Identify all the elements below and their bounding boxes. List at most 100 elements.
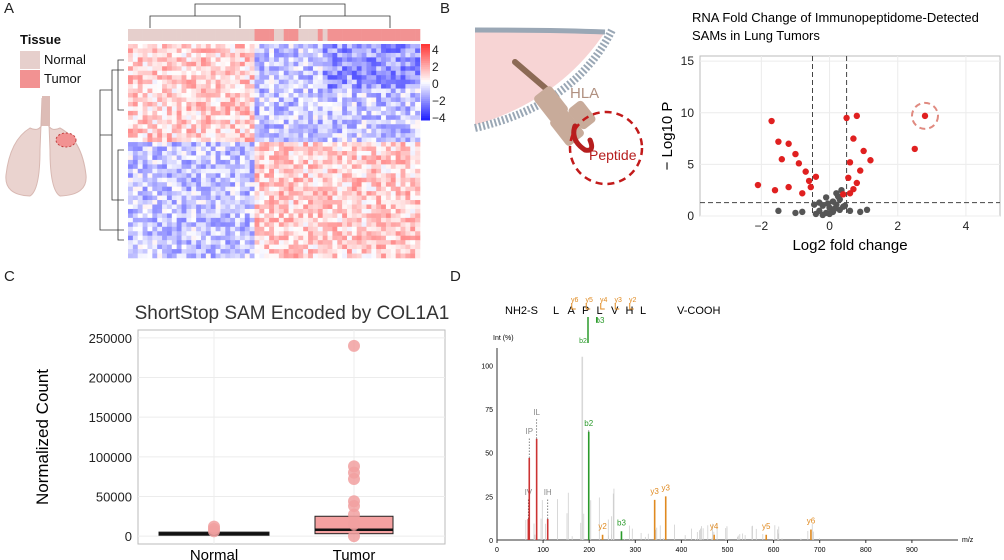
heatmap-cell — [196, 235, 202, 241]
heatmap-cell — [332, 249, 338, 254]
spec-xlabel: m/z — [962, 537, 974, 544]
heatmap-cell — [283, 61, 289, 67]
heatmap-cell — [303, 133, 309, 138]
heatmap-cell — [201, 151, 207, 156]
heatmap-cell — [191, 61, 197, 67]
heatmap-cell — [371, 208, 377, 214]
heatmap-cell — [303, 222, 309, 228]
heatmap-cell — [137, 159, 143, 165]
spec-peak-label: y2 — [598, 522, 607, 531]
heatmap-cell — [142, 182, 148, 187]
heatmap-cell — [176, 240, 182, 245]
spec-x-tick: 100 — [537, 547, 549, 554]
heatmap-cell — [317, 191, 323, 196]
heatmap-cell — [278, 124, 285, 130]
heatmap-cell — [332, 222, 338, 228]
annotation-cell — [181, 29, 187, 41]
heatmap-cell — [303, 151, 309, 156]
heatmap-cell — [230, 48, 236, 54]
heatmap-cell — [205, 173, 212, 179]
heatmap-cell — [283, 57, 289, 63]
heatmap-cell — [366, 213, 372, 219]
heatmap-cell — [220, 182, 226, 187]
annotation-cell — [351, 29, 358, 41]
heatmap-cell — [366, 231, 372, 237]
heatmap-cell — [337, 146, 343, 152]
heatmap-cell — [376, 151, 382, 156]
heatmap-cell — [283, 182, 289, 187]
heatmap-cell — [410, 61, 416, 67]
heatmap-cell — [142, 119, 148, 125]
heatmap-cell — [298, 213, 304, 219]
heatmap-cell — [132, 137, 139, 143]
heatmap-cell — [288, 249, 294, 254]
heatmap-cell — [356, 84, 362, 89]
heatmap-cell — [274, 128, 280, 134]
heatmap-cell — [249, 191, 255, 196]
volcano-point-ns — [819, 211, 826, 219]
heatmap-cell — [186, 93, 192, 98]
heatmap-cell — [157, 101, 163, 107]
heatmap-cell — [274, 93, 280, 98]
heatmap-cell — [332, 70, 338, 76]
heatmap-cell — [142, 70, 148, 76]
heatmap-cell — [293, 106, 299, 112]
heatmap-cell — [308, 240, 314, 245]
colorbar-tick-label: 0 — [432, 77, 439, 91]
heatmap-cell — [171, 119, 177, 125]
heatmap-cell — [351, 168, 358, 174]
heatmap-cell — [186, 213, 192, 219]
heatmap-cell — [342, 208, 348, 214]
hla-diagram: HLA Peptide — [474, 27, 644, 186]
heatmap-cell — [181, 70, 187, 76]
heatmap-cell — [147, 186, 153, 192]
heatmap-cell — [147, 226, 153, 232]
heatmap-cell — [244, 70, 250, 76]
heatmap-cell — [181, 52, 187, 58]
heatmap-cell — [405, 191, 411, 196]
spec-x-tick: 900 — [906, 547, 918, 554]
heatmap-cell — [264, 253, 270, 259]
heatmap-cell — [215, 173, 221, 179]
heatmap-cell — [390, 119, 396, 125]
heatmap-cell — [410, 101, 416, 107]
heatmap-cell — [410, 155, 416, 161]
heatmap-cell — [366, 75, 372, 80]
heatmap-cell — [395, 115, 401, 121]
heatmap-cell — [166, 213, 173, 219]
heatmap-cell — [205, 177, 212, 183]
heatmap-cell — [298, 235, 304, 241]
heatmap-cell — [235, 191, 241, 196]
volcano-x-tick: 0 — [826, 219, 833, 233]
heatmap-cell — [332, 159, 338, 165]
heatmap-cell — [405, 70, 411, 76]
heatmap-cell — [288, 57, 294, 63]
heatmap-cell — [239, 226, 246, 232]
volcano-point-sig — [850, 135, 857, 142]
heatmap-cell — [239, 101, 246, 107]
heatmap-cell — [415, 151, 421, 156]
heatmap-cell — [196, 222, 202, 228]
heatmap-cell — [347, 48, 353, 54]
heatmap-cell — [308, 195, 314, 201]
heatmap-cell — [215, 164, 221, 170]
heatmap-cell — [142, 61, 148, 67]
heatmap-cell — [381, 164, 387, 170]
heatmap-cell — [351, 79, 358, 85]
heatmap-cell — [356, 200, 362, 205]
heatmap-cell — [220, 75, 226, 80]
heatmap-cell — [235, 124, 241, 130]
heatmap-cell — [132, 159, 139, 165]
volcano-point-sig — [754, 181, 762, 189]
heatmap-cell — [332, 84, 338, 89]
heatmap-cell — [152, 133, 158, 138]
heatmap-cell — [342, 244, 348, 250]
heatmap-cell — [132, 244, 139, 250]
volcano-point-ns — [831, 205, 838, 212]
heatmap-cell — [132, 44, 139, 49]
heatmap-cell — [239, 191, 246, 196]
heatmap-cell — [288, 61, 294, 67]
heatmap-cell — [317, 88, 323, 94]
heatmap-cell — [162, 70, 168, 76]
heatmap-cell — [298, 97, 304, 103]
